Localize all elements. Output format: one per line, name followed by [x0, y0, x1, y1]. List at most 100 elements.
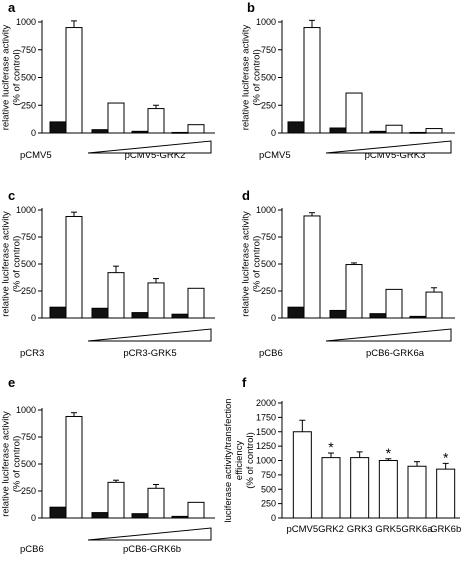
- y-axis-title: relative luciferase activity(% of contro…: [1, 211, 23, 317]
- panel-letter: a: [8, 0, 16, 15]
- bar-open: [147, 108, 165, 134]
- significance-star: *: [328, 439, 334, 455]
- bar-filled: [369, 313, 387, 319]
- x-category-label: GRK5: [375, 524, 401, 535]
- bar-filled: [369, 130, 387, 134]
- bar-filled: [49, 306, 67, 319]
- y-tick-label: 0: [271, 128, 276, 138]
- bar-open: [303, 215, 321, 319]
- group-label-construct: pCMV5-GRK2: [125, 150, 186, 161]
- y-tick-label: 500: [261, 259, 276, 269]
- dose-wedge: [87, 527, 212, 541]
- bar-open: [292, 431, 312, 519]
- bar-open: [385, 288, 403, 319]
- panel-letter: e: [8, 375, 15, 390]
- group-label-control: pCB6: [259, 348, 283, 359]
- bar-filled: [91, 512, 109, 519]
- y-tick-label: 250: [261, 100, 276, 110]
- group-label-construct: pCMV5-GRK3: [365, 150, 426, 161]
- bar-open: [436, 468, 456, 519]
- bar-open: [378, 460, 398, 519]
- significance-star: *: [386, 445, 392, 461]
- y-tick-label: 0: [31, 513, 36, 523]
- y-axis-title-line: (% of control): [12, 49, 23, 106]
- bar-filled: [91, 307, 109, 319]
- y-tick-label: 250: [21, 100, 36, 110]
- panel-letter: c: [8, 188, 15, 203]
- panel-letter: b: [247, 0, 255, 15]
- bar-open: [107, 102, 125, 134]
- y-axis-title: relative luciferase activity(% of contro…: [1, 411, 23, 517]
- bar-open: [187, 287, 205, 319]
- y-axis-title: relative luciferase activity(% of contro…: [1, 24, 23, 130]
- y-tick-label: 250: [261, 286, 276, 296]
- x-category-label: GRK3: [347, 524, 373, 535]
- bar-filled: [171, 515, 189, 519]
- y-axis-title-line: (% of control): [245, 432, 256, 489]
- y-tick-label: 500: [21, 459, 36, 469]
- bar-filled: [131, 312, 149, 319]
- bar-open: [321, 457, 341, 519]
- y-tick-label: 1000: [256, 456, 276, 466]
- y-tick-label: 250: [21, 286, 36, 296]
- bar-filled: [287, 306, 305, 319]
- bar-filled: [131, 130, 149, 134]
- bar-open: [385, 124, 403, 134]
- x-category-label: GRK6a: [401, 524, 433, 535]
- group-label-control: pCMV5: [20, 150, 52, 161]
- y-tick-label: 0: [31, 128, 36, 138]
- x-category-label: GRK2: [318, 524, 344, 535]
- y-tick-label: 500: [261, 73, 276, 83]
- y-tick-label: 500: [261, 484, 276, 494]
- y-tick-label: 1000: [16, 17, 36, 27]
- bar-open: [65, 215, 83, 319]
- y-axis-title-line: luciferase activity/transfection: [223, 398, 234, 522]
- x-category-label: GRK6b: [430, 524, 461, 535]
- y-tick-label: 0: [31, 313, 36, 323]
- group-label-control: pCB6: [20, 544, 44, 555]
- bar-open: [345, 264, 363, 319]
- y-tick-label: 750: [261, 470, 276, 480]
- y-axis-title-line: efficiency: [234, 441, 245, 481]
- bar-filled: [171, 313, 189, 319]
- y-tick-label: 750: [21, 45, 36, 55]
- y-axis-title-line: relative luciferase activity: [241, 24, 252, 130]
- y-tick-label: 1750: [256, 412, 276, 422]
- y-tick-label: 1000: [256, 205, 276, 215]
- panel-letter: f: [242, 375, 247, 390]
- bar-filled: [131, 513, 149, 519]
- y-axis-title-line: relative luciferase activity: [1, 411, 12, 517]
- group-label-construct: pCB6-GRK6b: [123, 544, 181, 555]
- group-label-control: pCMV5: [259, 150, 291, 161]
- group-label-construct: pCB6-GRK6a: [366, 348, 425, 359]
- panel-letter: d: [242, 188, 250, 203]
- y-tick-label: 0: [271, 513, 276, 523]
- bar-filled: [329, 127, 347, 134]
- bar-filled: [49, 121, 67, 134]
- significance-star: *: [443, 449, 449, 465]
- bar-open: [147, 282, 165, 319]
- bar-filled: [409, 131, 427, 134]
- bar-filled: [49, 506, 67, 519]
- bar-filled: [91, 129, 109, 134]
- group-label-construct: pCR3-GRK5: [123, 348, 176, 359]
- y-tick-label: 2000: [256, 398, 276, 408]
- y-tick-label: 750: [21, 432, 36, 442]
- y-tick-label: 1250: [256, 441, 276, 451]
- y-tick-label: 750: [261, 45, 276, 55]
- y-tick-label: 0: [271, 313, 276, 323]
- y-tick-label: 1000: [16, 405, 36, 415]
- bar-open: [107, 272, 125, 319]
- y-axis-title-line: relative luciferase activity: [1, 24, 12, 130]
- bar-open: [407, 465, 427, 519]
- y-tick-label: 500: [21, 259, 36, 269]
- y-tick-label: 750: [21, 232, 36, 242]
- y-tick-label: 750: [261, 232, 276, 242]
- bar-open: [303, 27, 321, 134]
